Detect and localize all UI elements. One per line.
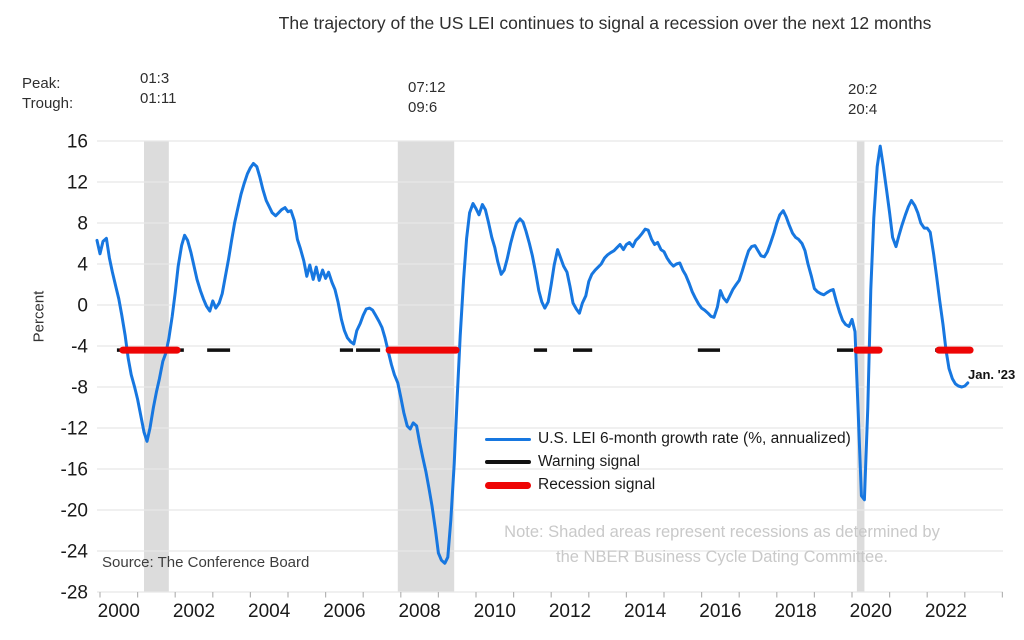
trough-date: 09:6 bbox=[408, 99, 438, 116]
y-tick-label: -8 bbox=[71, 378, 88, 399]
latest-point-label: Jan. '23 bbox=[968, 367, 1016, 382]
x-tick-label: 2002 bbox=[173, 601, 215, 622]
lei-line-swatch bbox=[485, 437, 531, 441]
warning-line-swatch bbox=[485, 460, 531, 464]
y-tick-label: 0 bbox=[77, 296, 88, 317]
cycle-dates-2020: 20:2 20:4 bbox=[848, 80, 877, 120]
y-tick-label: 12 bbox=[67, 173, 88, 194]
y-axis-title: Percent bbox=[30, 290, 48, 343]
legend-label: U.S. LEI 6-month growth rate (%, annuali… bbox=[538, 430, 851, 447]
x-tick-label: 2004 bbox=[248, 601, 291, 622]
y-tick-label: -16 bbox=[61, 460, 88, 481]
y-tick-label: -12 bbox=[61, 419, 88, 440]
legend-item-lei: U.S. LEI 6-month growth rate (%, annuali… bbox=[485, 430, 851, 447]
chart-title: The trajectory of the US LEI continues t… bbox=[278, 13, 932, 33]
x-tick-label: 2008 bbox=[398, 601, 440, 622]
x-tick-label: 2018 bbox=[774, 601, 816, 622]
x-tick-label: 2006 bbox=[323, 601, 365, 622]
y-tick-label: 4 bbox=[77, 255, 88, 276]
recession-line-swatch bbox=[485, 481, 531, 489]
recession-band bbox=[143, 141, 169, 592]
x-tick-label: 2012 bbox=[549, 601, 591, 622]
y-tick-label: -24 bbox=[61, 542, 89, 563]
y-tick-label: -28 bbox=[61, 583, 88, 604]
peak-date: 07:12 bbox=[408, 79, 446, 96]
lei-growth-line bbox=[95, 144, 970, 565]
note-line-1: Note: Shaded areas represent recessions … bbox=[504, 523, 940, 541]
x-tick-label: 2020 bbox=[850, 601, 892, 622]
x-tick-label: 2016 bbox=[699, 601, 741, 622]
legend-label: Recession signal bbox=[538, 476, 656, 493]
recession-band bbox=[397, 141, 455, 592]
legend-item-warning: Warning signal bbox=[485, 453, 851, 470]
legend-label: Warning signal bbox=[538, 453, 640, 470]
note-line-2: the NBER Business Cycle Dating Committee… bbox=[556, 548, 888, 566]
y-tick-label: 8 bbox=[77, 214, 88, 235]
peak-label: Peak: bbox=[22, 75, 61, 92]
peak-date: 20:2 bbox=[848, 81, 878, 98]
chart-legend: U.S. LEI 6-month growth rate (%, annuali… bbox=[485, 430, 851, 500]
cycle-dates-2001: 01:3 01:11 bbox=[140, 69, 176, 109]
recession-band bbox=[856, 141, 865, 592]
legend-item-recession: Recession signal bbox=[485, 476, 851, 493]
y-tick-label: -20 bbox=[61, 501, 88, 522]
peak-date: 01:3 bbox=[140, 70, 170, 87]
source-credit: Source: The Conference Board bbox=[102, 554, 310, 571]
x-tick-label: 2000 bbox=[98, 601, 140, 622]
trough-date: 20:4 bbox=[848, 101, 878, 118]
trough-date: 01:11 bbox=[140, 90, 177, 107]
x-tick-label: 2014 bbox=[624, 601, 667, 622]
x-tick-label: 2010 bbox=[474, 601, 516, 622]
y-tick-label: -4 bbox=[71, 337, 88, 358]
trough-label: Trough: bbox=[22, 95, 74, 112]
cycle-dates-2008: 07:12 09:6 bbox=[408, 78, 446, 118]
x-tick-label: 2022 bbox=[925, 601, 967, 622]
y-tick-label: 16 bbox=[67, 132, 88, 153]
